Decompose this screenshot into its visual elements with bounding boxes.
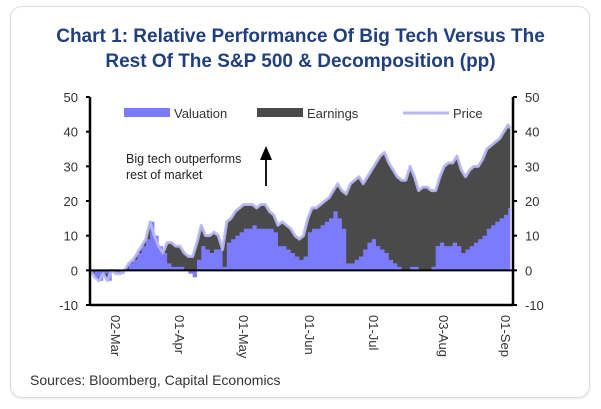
y-tick-label-left: 50 bbox=[64, 90, 78, 105]
x-tick-label: 01-May bbox=[236, 315, 251, 359]
legend-swatch-earnings bbox=[257, 108, 303, 117]
annotation-text-line: rest of market bbox=[126, 168, 203, 182]
earnings-area bbox=[90, 124, 511, 281]
y-tick-label-left: 20 bbox=[64, 194, 78, 209]
annotation: Big tech outperforms rest of market bbox=[126, 146, 272, 186]
y-tick-label-left: -10 bbox=[59, 298, 78, 313]
y-tick-label-right: 50 bbox=[525, 90, 539, 105]
y-tick-label-right: 40 bbox=[525, 125, 539, 140]
legend-label-valuation: Valuation bbox=[174, 106, 227, 121]
x-tick-label: 01-Jun bbox=[302, 315, 317, 355]
y-tick-label-right: 30 bbox=[525, 159, 539, 174]
arrow-up-icon bbox=[260, 146, 272, 160]
chart-title-line-2: Rest Of The S&P 500 & Decomposition (pp) bbox=[105, 51, 496, 72]
x-tick-label: 01-Jul bbox=[366, 315, 381, 351]
y-tick-label-right: 20 bbox=[525, 194, 539, 209]
y-tick-label-right: -10 bbox=[525, 298, 544, 313]
annotation-text-line: Big tech outperforms bbox=[126, 152, 241, 166]
chart-title: Chart 1: Relative Performance Of Big Tec… bbox=[0, 24, 601, 74]
y-tick-label-left: 0 bbox=[71, 263, 78, 278]
x-tick-label: 01-Sep bbox=[498, 315, 513, 357]
legend-swatch-valuation bbox=[124, 108, 170, 117]
legend: Valuation Earnings Price bbox=[124, 106, 483, 121]
price-line bbox=[89, 123, 512, 283]
legend-label-price: Price bbox=[453, 106, 483, 121]
y-tick-label-left: 40 bbox=[64, 125, 78, 140]
y-tick-label-right: 0 bbox=[525, 263, 532, 278]
chart-title-line-1: Chart 1: Relative Performance Of Big Tec… bbox=[56, 26, 545, 47]
plot-areas bbox=[89, 123, 512, 283]
source-note: Sources: Bloomberg, Capital Economics bbox=[30, 372, 281, 388]
axes: 50 40 30 20 10 0 -10 50 40 30 20 10 0 -10 02-Mar 01-Apr… bbox=[59, 90, 544, 359]
x-tick-label: 02-Mar bbox=[108, 315, 123, 357]
y-tick-label-left: 10 bbox=[64, 229, 78, 244]
y-tick-label-left: 30 bbox=[64, 159, 78, 174]
valuation-area bbox=[90, 207, 511, 281]
y-tick-label-right: 10 bbox=[525, 229, 539, 244]
x-tick-label: 01-Apr bbox=[172, 315, 187, 355]
legend-label-earnings: Earnings bbox=[307, 106, 359, 121]
x-tick-label: 03-Aug bbox=[436, 315, 451, 357]
